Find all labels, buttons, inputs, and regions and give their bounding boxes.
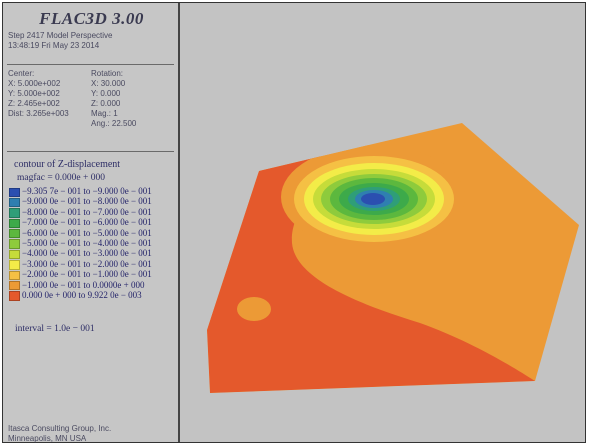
legend-swatch xyxy=(9,208,20,218)
app-window: FLAC3D 3.00 Step 2417 Model Perspective … xyxy=(2,2,586,443)
rotation-y: Y: 0.000 xyxy=(91,89,121,98)
legend-swatch xyxy=(9,291,20,301)
view-angle: Ang.: 22.500 xyxy=(91,119,137,128)
legend-swatch xyxy=(9,218,20,229)
legend-swatch xyxy=(9,260,20,270)
legend-swatch xyxy=(9,187,20,197)
legend-label: 0.000 0e + 000 to 9.922 0e − 003 xyxy=(22,289,142,300)
timestamp: 13:48:19 Fri May 23 2014 xyxy=(8,41,100,50)
info-panel: FLAC3D 3.00 Step 2417 Model Perspective … xyxy=(3,3,180,444)
legend-swatch xyxy=(9,270,20,281)
legend-swatch xyxy=(9,249,20,260)
footer-credit: Itasca Consulting Group, Inc. Minneapoli… xyxy=(8,424,111,444)
legend-label: −8.000 0e − 001 to −7.000 0e − 001 xyxy=(22,206,152,217)
divider xyxy=(7,151,174,152)
legend-title: contour of Z-displacement xyxy=(14,159,121,170)
legend-label: −1.000 0e − 001 to 0.0000e + 000 xyxy=(22,279,145,290)
legend-swatch xyxy=(9,239,20,249)
legend-swatch xyxy=(9,229,20,239)
contour-bands xyxy=(207,145,535,393)
legend-magfac: magfac = 0.000e + 000 xyxy=(17,173,106,183)
magnification: Mag.: 1 xyxy=(91,109,118,118)
legend-swatch xyxy=(9,281,20,291)
center-z: Z: 2.465e+002 xyxy=(8,99,60,108)
app-title: FLAC3D 3.00 xyxy=(39,9,144,28)
view-rotation-block: Rotation: X: 30.000 Y: 0.000 Z: 0.000 Ma… xyxy=(91,69,136,129)
view-distance: Dist: 3.265e+003 xyxy=(8,109,69,118)
contour-band xyxy=(361,193,385,205)
legend-label: −2.000 0e − 001 to −1.000 0e − 001 xyxy=(22,269,152,280)
rotation-label: Rotation: xyxy=(91,69,124,78)
model-viewport[interactable] xyxy=(180,3,585,442)
step-info: Step 2417 Model Perspective xyxy=(8,31,113,40)
legend-label: −9.305 7e − 001 to −9.000 0e − 001 xyxy=(22,186,152,196)
contour-plot[interactable] xyxy=(180,3,585,442)
rotation-z: Z: 0.000 xyxy=(91,99,121,108)
legend-label: −4.000 0e − 001 to −3.000 0e − 001 xyxy=(22,248,152,259)
legend-label: −5.000 0e − 001 to −4.000 0e − 001 xyxy=(22,237,152,248)
company-location: Minneapolis, MN USA xyxy=(8,434,87,443)
company-name: Itasca Consulting Group, Inc. xyxy=(8,424,112,433)
legend-label: −7.000 0e − 001 to −6.000 0e − 001 xyxy=(22,217,152,228)
contour-band xyxy=(237,297,271,321)
view-center-block: Center: X: 5.000e+002 Y: 5.000e+002 Z: 2… xyxy=(8,69,69,119)
legend-interval: interval = 1.0e − 001 xyxy=(15,324,95,334)
legend-label: −3.000 0e − 001 to −2.000 0e − 001 xyxy=(22,258,152,269)
legend-label: −9.000 0e − 001 to −8.000 0e − 001 xyxy=(22,196,152,207)
center-label: Center: xyxy=(8,69,35,78)
divider xyxy=(7,64,174,65)
rotation-x: X: 30.000 xyxy=(91,79,126,88)
center-y: Y: 5.000e+002 xyxy=(8,89,60,98)
legend-swatch xyxy=(9,197,20,208)
legend-label: −6.000 0e − 001 to −5.000 0e − 001 xyxy=(22,227,152,238)
center-x: X: 5.000e+002 xyxy=(8,79,61,88)
